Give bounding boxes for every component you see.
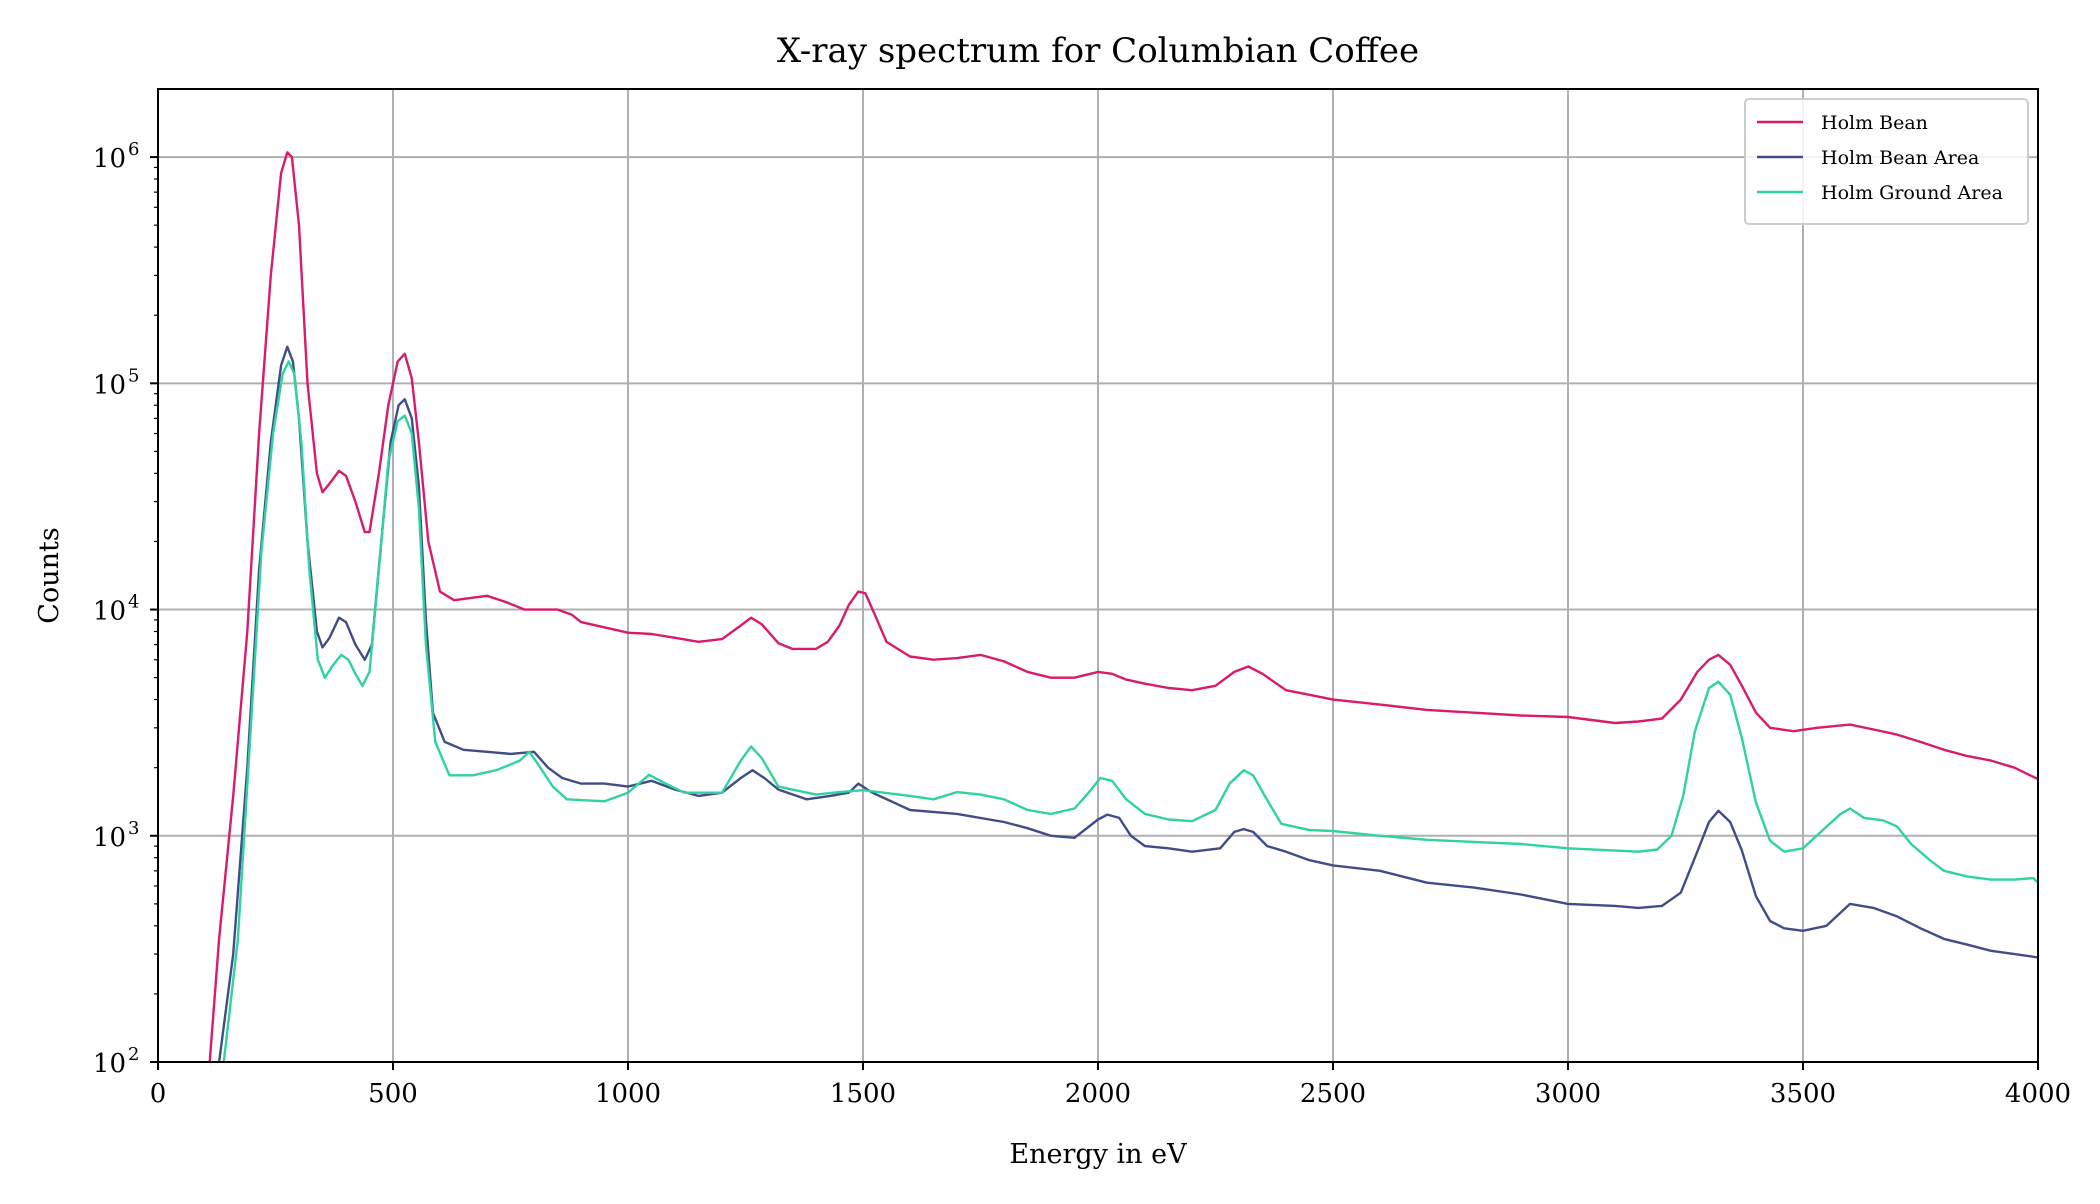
legend-label: Holm Bean (1821, 112, 1928, 134)
x-tick-label: 1000 (595, 1079, 661, 1109)
x-tick-label: 2000 (1065, 1079, 1131, 1109)
y-tick-base: 10 (93, 1049, 126, 1079)
y-tick-label: 10 (93, 370, 126, 400)
legend-box (1744, 98, 2029, 225)
y-tick-base: 10 (93, 144, 126, 174)
y-tick-base: 10 (93, 597, 126, 627)
y-axis-label: Counts (34, 527, 65, 623)
x-tick-label: 3500 (1770, 1079, 1836, 1109)
x-tick-label: 2500 (1300, 1079, 1366, 1109)
series-line-holm-bean (208, 151, 2038, 1062)
y-tick-exponent: 6 (128, 139, 139, 160)
y-tick-exponent: 2 (128, 1044, 139, 1065)
legend-item: Holm Bean (1757, 112, 1928, 134)
legend-item: Holm Bean Area (1757, 147, 1979, 169)
y-tick-exponent: 4 (128, 592, 139, 613)
y-tick-label: 10 (93, 823, 126, 853)
legend: Holm Bean Holm Bean Area Holm Ground Area (1744, 98, 2029, 225)
x-tick-label: 1500 (830, 1079, 896, 1109)
series-line-holm-bean-area (217, 345, 2038, 1062)
legend-item: Holm Ground Area (1757, 182, 2003, 204)
y-tick-label: 10 (93, 144, 126, 174)
x-tick-label: 4000 (2005, 1079, 2071, 1109)
x-axis-label: Energy in eV (1009, 1139, 1187, 1170)
x-tick-label: 0 (150, 1079, 167, 1109)
y-tick-base: 10 (93, 823, 126, 853)
y-tick-base: 10 (93, 370, 126, 400)
x-tick-label: 3000 (1535, 1079, 1601, 1109)
y-tick-label: 10 (93, 1049, 126, 1079)
legend-label: Holm Ground Area (1821, 182, 2003, 204)
y-tick-exponent: 3 (128, 818, 139, 839)
y-tick-exponent: 5 (128, 365, 139, 386)
grid-lines (158, 89, 2038, 1062)
legend-label: Holm Bean Area (1821, 147, 1979, 169)
chart-title: X-ray spectrum for Columbian Coffee (777, 31, 1419, 71)
x-tick-label: 500 (368, 1079, 418, 1109)
series-lines (208, 151, 2038, 1062)
series-line-holm-ground-area (222, 360, 2038, 1062)
y-tick-label: 10 (93, 597, 126, 627)
